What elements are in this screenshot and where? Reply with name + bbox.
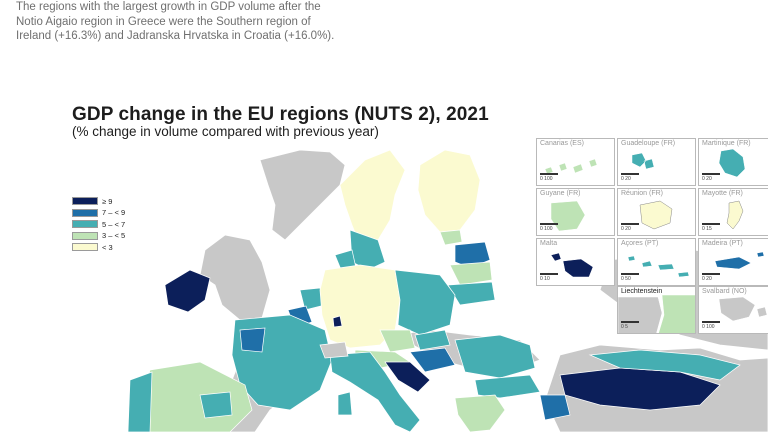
europe-map — [127, 149, 768, 432]
legend-item: 7 – < 9 — [72, 208, 125, 218]
legend-swatch — [72, 208, 98, 217]
legend-item: < 3 — [72, 242, 125, 252]
inset-map — [714, 251, 765, 270]
scale-bar: 0 50 — [621, 273, 639, 282]
scale-bar: 0 100 — [540, 223, 558, 232]
switzerland-land — [319, 341, 349, 359]
inset-liechtenstein: Liechtenstein 0 5 — [617, 286, 696, 334]
region-finland — [417, 149, 481, 233]
scale-bar: 0 100 — [702, 321, 720, 330]
inset-guadeloupe: Guadeloupe (FR) 0 20 — [617, 138, 696, 186]
region-portugal — [127, 371, 153, 432]
map-subtitle: (% change in volume compared with previo… — [72, 124, 379, 139]
legend-swatch — [72, 243, 98, 251]
region-spain-central — [199, 391, 233, 419]
scale-bar: 0 20 — [621, 223, 639, 232]
norway-land — [259, 149, 346, 241]
region-bulgaria — [474, 374, 541, 399]
inset-map — [627, 255, 690, 278]
region-poland — [394, 269, 456, 336]
caption-text: The regions with the largest growth in G… — [16, 1, 335, 42]
inset-label: Açores (PT) — [621, 240, 659, 247]
region-ireland — [164, 269, 211, 313]
inset-mayotte: Mayotte (FR) 0 15 — [698, 188, 768, 236]
region-east-blue — [539, 394, 571, 421]
region-slovakia — [414, 329, 451, 351]
inset-label: Martinique (FR) — [702, 140, 751, 147]
region-hungary — [409, 347, 456, 373]
inset-canarias: Canarias (ES) 0 100 — [536, 138, 615, 186]
scale-bar: 0 10 — [540, 273, 558, 282]
inset-label: Madeira (PT) — [702, 240, 743, 247]
region-romania — [454, 334, 536, 379]
inset-guyane: Guyane (FR) 0 100 — [536, 188, 615, 236]
inset-label: Svalbard (NO) — [702, 288, 747, 295]
inset-reunion: Réunion (FR) 0 20 — [617, 188, 696, 236]
region-croatia — [384, 361, 431, 393]
scale-bar: 0 20 — [702, 173, 720, 182]
scale-bar: 0 15 — [702, 223, 720, 232]
legend-label: 3 – < 5 — [102, 231, 126, 240]
scale-bar: 0 100 — [540, 173, 558, 182]
scale-bar: 0 5 — [621, 321, 639, 330]
legend-item: 3 – < 5 — [72, 231, 125, 241]
legend-swatch — [72, 231, 98, 240]
inset-label: Guyane (FR) — [540, 190, 581, 197]
scale-bar: 0 20 — [702, 273, 720, 282]
inset-map — [550, 252, 594, 278]
region-italy — [329, 351, 421, 432]
region-latvia — [449, 261, 493, 286]
region-finland-south — [439, 229, 463, 246]
legend-label: < 3 — [102, 242, 113, 252]
great-britain-land — [199, 234, 271, 321]
legend-label: ≥ 9 — [102, 196, 113, 206]
inset-map — [726, 200, 744, 230]
legend-item: 5 – < 7 — [72, 219, 125, 229]
inset-label: Réunion (FR) — [621, 190, 664, 197]
inset-label: Malta — [540, 240, 558, 247]
region-greece — [454, 394, 506, 432]
map-title: GDP change in the EU regions (NUTS 2), 2… — [72, 104, 489, 125]
inset-malta: Malta 0 10 — [536, 238, 615, 286]
region-bretagne — [239, 327, 266, 353]
legend-label: 5 – < 7 — [102, 219, 126, 229]
inset-map — [639, 200, 673, 230]
inset-map — [718, 296, 768, 322]
legend-label: 7 – < 9 — [102, 208, 126, 217]
inset-label: Canarias (ES) — [540, 140, 584, 147]
legend-item: ≥ 9 — [72, 196, 125, 206]
region-sweden-north — [339, 149, 406, 246]
inset-label: Mayotte (FR) — [702, 190, 743, 197]
legend-swatch — [72, 220, 98, 228]
inset-svalbard: Svalbard (NO) 0 100 — [698, 286, 768, 334]
legend-swatch — [72, 197, 98, 205]
region-sardinia — [337, 391, 353, 416]
inset-label: Guadeloupe (FR) — [621, 140, 676, 147]
inset-madeira: Madeira (PT) 0 20 — [698, 238, 768, 286]
inset-map — [718, 148, 746, 178]
inset-map — [550, 200, 586, 232]
region-east-mid — [588, 349, 741, 381]
region-lithuania — [447, 281, 496, 306]
inset-map — [631, 152, 655, 170]
region-luxembourg — [332, 315, 343, 328]
scale-bar: 0 20 — [621, 173, 639, 182]
inset-acores: Açores (PT) 0 50 — [617, 238, 696, 286]
inset-label: Liechtenstein — [621, 288, 663, 295]
map-legend: ≥ 9 7 – < 9 5 – < 7 3 – < 5 < 3 — [72, 196, 125, 254]
region-germany — [319, 264, 401, 349]
region-czechia — [379, 329, 416, 353]
inset-martinique: Martinique (FR) 0 20 — [698, 138, 768, 186]
